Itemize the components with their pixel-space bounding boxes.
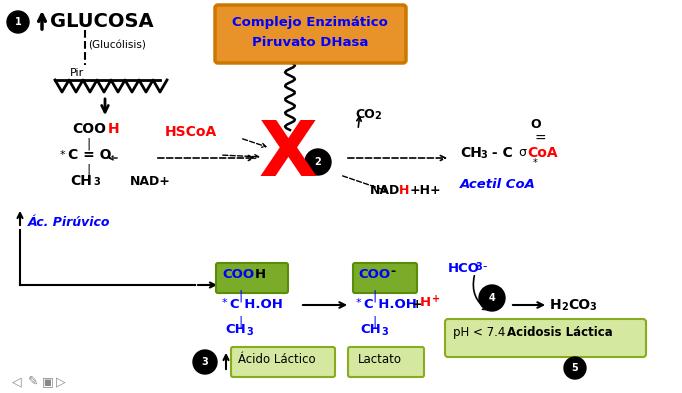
Text: 2: 2	[314, 157, 321, 167]
Text: |: |	[86, 138, 90, 151]
Text: CoA: CoA	[527, 146, 558, 160]
Text: (Glucólisis): (Glucólisis)	[88, 40, 146, 50]
Text: X: X	[258, 118, 317, 192]
Text: |: |	[238, 290, 242, 303]
Text: Acetil CoA: Acetil CoA	[460, 178, 536, 191]
Text: 3: 3	[475, 262, 481, 272]
Text: 2: 2	[374, 111, 381, 121]
Text: ◁: ◁	[12, 375, 22, 388]
Text: Complejo Enzimático: Complejo Enzimático	[232, 16, 388, 29]
Text: CH: CH	[460, 146, 482, 160]
Text: pH < 7.4: pH < 7.4	[453, 326, 505, 339]
Text: O: O	[530, 118, 541, 131]
Text: HCO: HCO	[448, 262, 480, 275]
Text: |: |	[86, 163, 90, 176]
Circle shape	[479, 285, 505, 311]
FancyBboxPatch shape	[445, 319, 646, 357]
Text: H: H	[108, 122, 119, 136]
Circle shape	[193, 350, 217, 374]
Text: |: |	[238, 315, 242, 328]
Circle shape	[305, 149, 331, 175]
Text: Ácido Láctico: Ácido Láctico	[238, 353, 316, 366]
Text: 2: 2	[561, 302, 567, 312]
Text: 3: 3	[480, 150, 487, 160]
Text: |: |	[372, 290, 376, 303]
Text: *: *	[60, 150, 65, 160]
Text: 4: 4	[488, 293, 495, 303]
Text: Lactato: Lactato	[358, 353, 402, 366]
Text: 1: 1	[14, 17, 21, 27]
Text: H: H	[255, 268, 266, 281]
FancyBboxPatch shape	[353, 263, 417, 293]
Text: COO: COO	[222, 268, 254, 281]
Text: Piruvato DHasa: Piruvato DHasa	[252, 36, 368, 49]
Text: Acidosis Láctica: Acidosis Láctica	[507, 326, 612, 339]
Text: CH: CH	[360, 323, 381, 336]
Text: -: -	[390, 265, 395, 278]
Circle shape	[564, 357, 586, 379]
Text: 3: 3	[246, 327, 253, 337]
Text: H: H	[550, 298, 561, 312]
Text: - C: - C	[487, 146, 513, 160]
Text: *: *	[222, 298, 228, 308]
Text: *: *	[533, 158, 537, 168]
Text: H: H	[420, 296, 431, 309]
Text: HSCoA: HSCoA	[165, 125, 218, 139]
Text: COO: COO	[72, 122, 106, 136]
Text: NAD+: NAD+	[130, 175, 171, 188]
Text: *: *	[356, 298, 361, 308]
Text: NAD: NAD	[370, 184, 400, 197]
Text: GLUCOSA: GLUCOSA	[50, 12, 153, 31]
Text: Pir: Pir	[70, 68, 85, 78]
Text: 3: 3	[381, 327, 388, 337]
Text: Ác. Pirúvico: Ác. Pirúvico	[28, 216, 110, 229]
Text: |: |	[372, 315, 376, 328]
Text: ▷: ▷	[56, 375, 65, 388]
Text: COO: COO	[358, 268, 390, 281]
Text: 3: 3	[202, 357, 209, 367]
FancyBboxPatch shape	[348, 347, 424, 377]
Text: =: =	[534, 132, 546, 146]
FancyBboxPatch shape	[215, 5, 406, 63]
Text: -: -	[482, 260, 486, 273]
Text: +: +	[412, 298, 423, 311]
Text: ✎: ✎	[28, 375, 38, 388]
Text: CH: CH	[225, 323, 246, 336]
Text: σ: σ	[515, 146, 531, 159]
FancyBboxPatch shape	[216, 263, 288, 293]
Circle shape	[7, 11, 29, 33]
Text: CO: CO	[568, 298, 590, 312]
Text: ▣: ▣	[42, 375, 54, 388]
Text: +H+: +H+	[410, 184, 442, 197]
Text: CH: CH	[70, 174, 92, 188]
Text: 3: 3	[589, 302, 596, 312]
Text: 5: 5	[572, 363, 578, 373]
FancyBboxPatch shape	[231, 347, 335, 377]
Text: 3: 3	[93, 177, 100, 187]
Text: +: +	[432, 294, 440, 304]
Text: H: H	[399, 184, 409, 197]
Text: CO: CO	[355, 108, 374, 121]
Text: C = O: C = O	[68, 148, 111, 162]
Text: C H.OH: C H.OH	[230, 298, 283, 311]
Text: C H.OH: C H.OH	[364, 298, 417, 311]
